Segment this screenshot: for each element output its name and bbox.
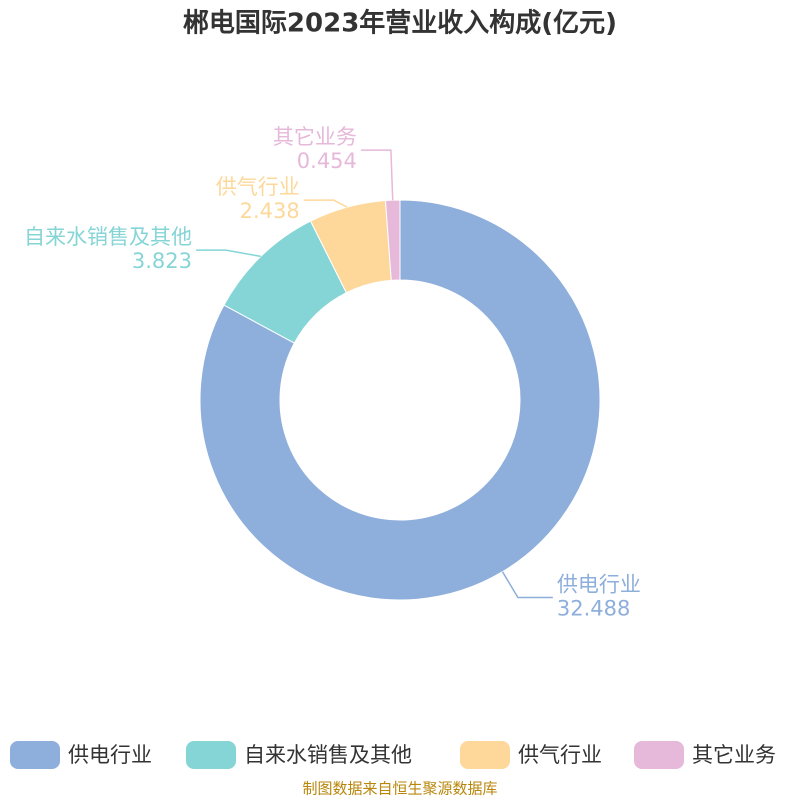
label-line [360,149,394,201]
legend-swatch [186,741,236,769]
slice-label-value: 0.454 [297,149,357,173]
legend-swatch [460,741,510,769]
slice-label-value: 3.823 [132,249,192,273]
chart-title: 郴电国际2023年营业收入构成(亿元) [183,8,617,39]
legend-label: 供气行业 [518,743,602,767]
label-line [195,249,261,258]
donut-slice [384,199,401,281]
source-note: 制图数据来自恒生聚源数据库 [302,780,497,798]
legend-label: 供电行业 [68,743,152,767]
legend-swatch [10,741,60,769]
label-line [501,571,553,599]
slice-label-name: 自来水销售及其他 [24,225,192,249]
legend-label: 自来水销售及其他 [244,743,412,767]
slice-label-name: 其它业务 [273,125,357,149]
slice-label-value: 2.438 [240,199,300,223]
legend-label: 其它业务 [692,743,776,767]
donut-slice [199,199,601,601]
slice-label-name: 供电行业 [557,572,641,596]
slice-label-name: 供气行业 [216,175,300,199]
legend-swatch [634,741,684,769]
slice-label-value: 32.488 [557,596,630,620]
label-line [303,199,348,208]
